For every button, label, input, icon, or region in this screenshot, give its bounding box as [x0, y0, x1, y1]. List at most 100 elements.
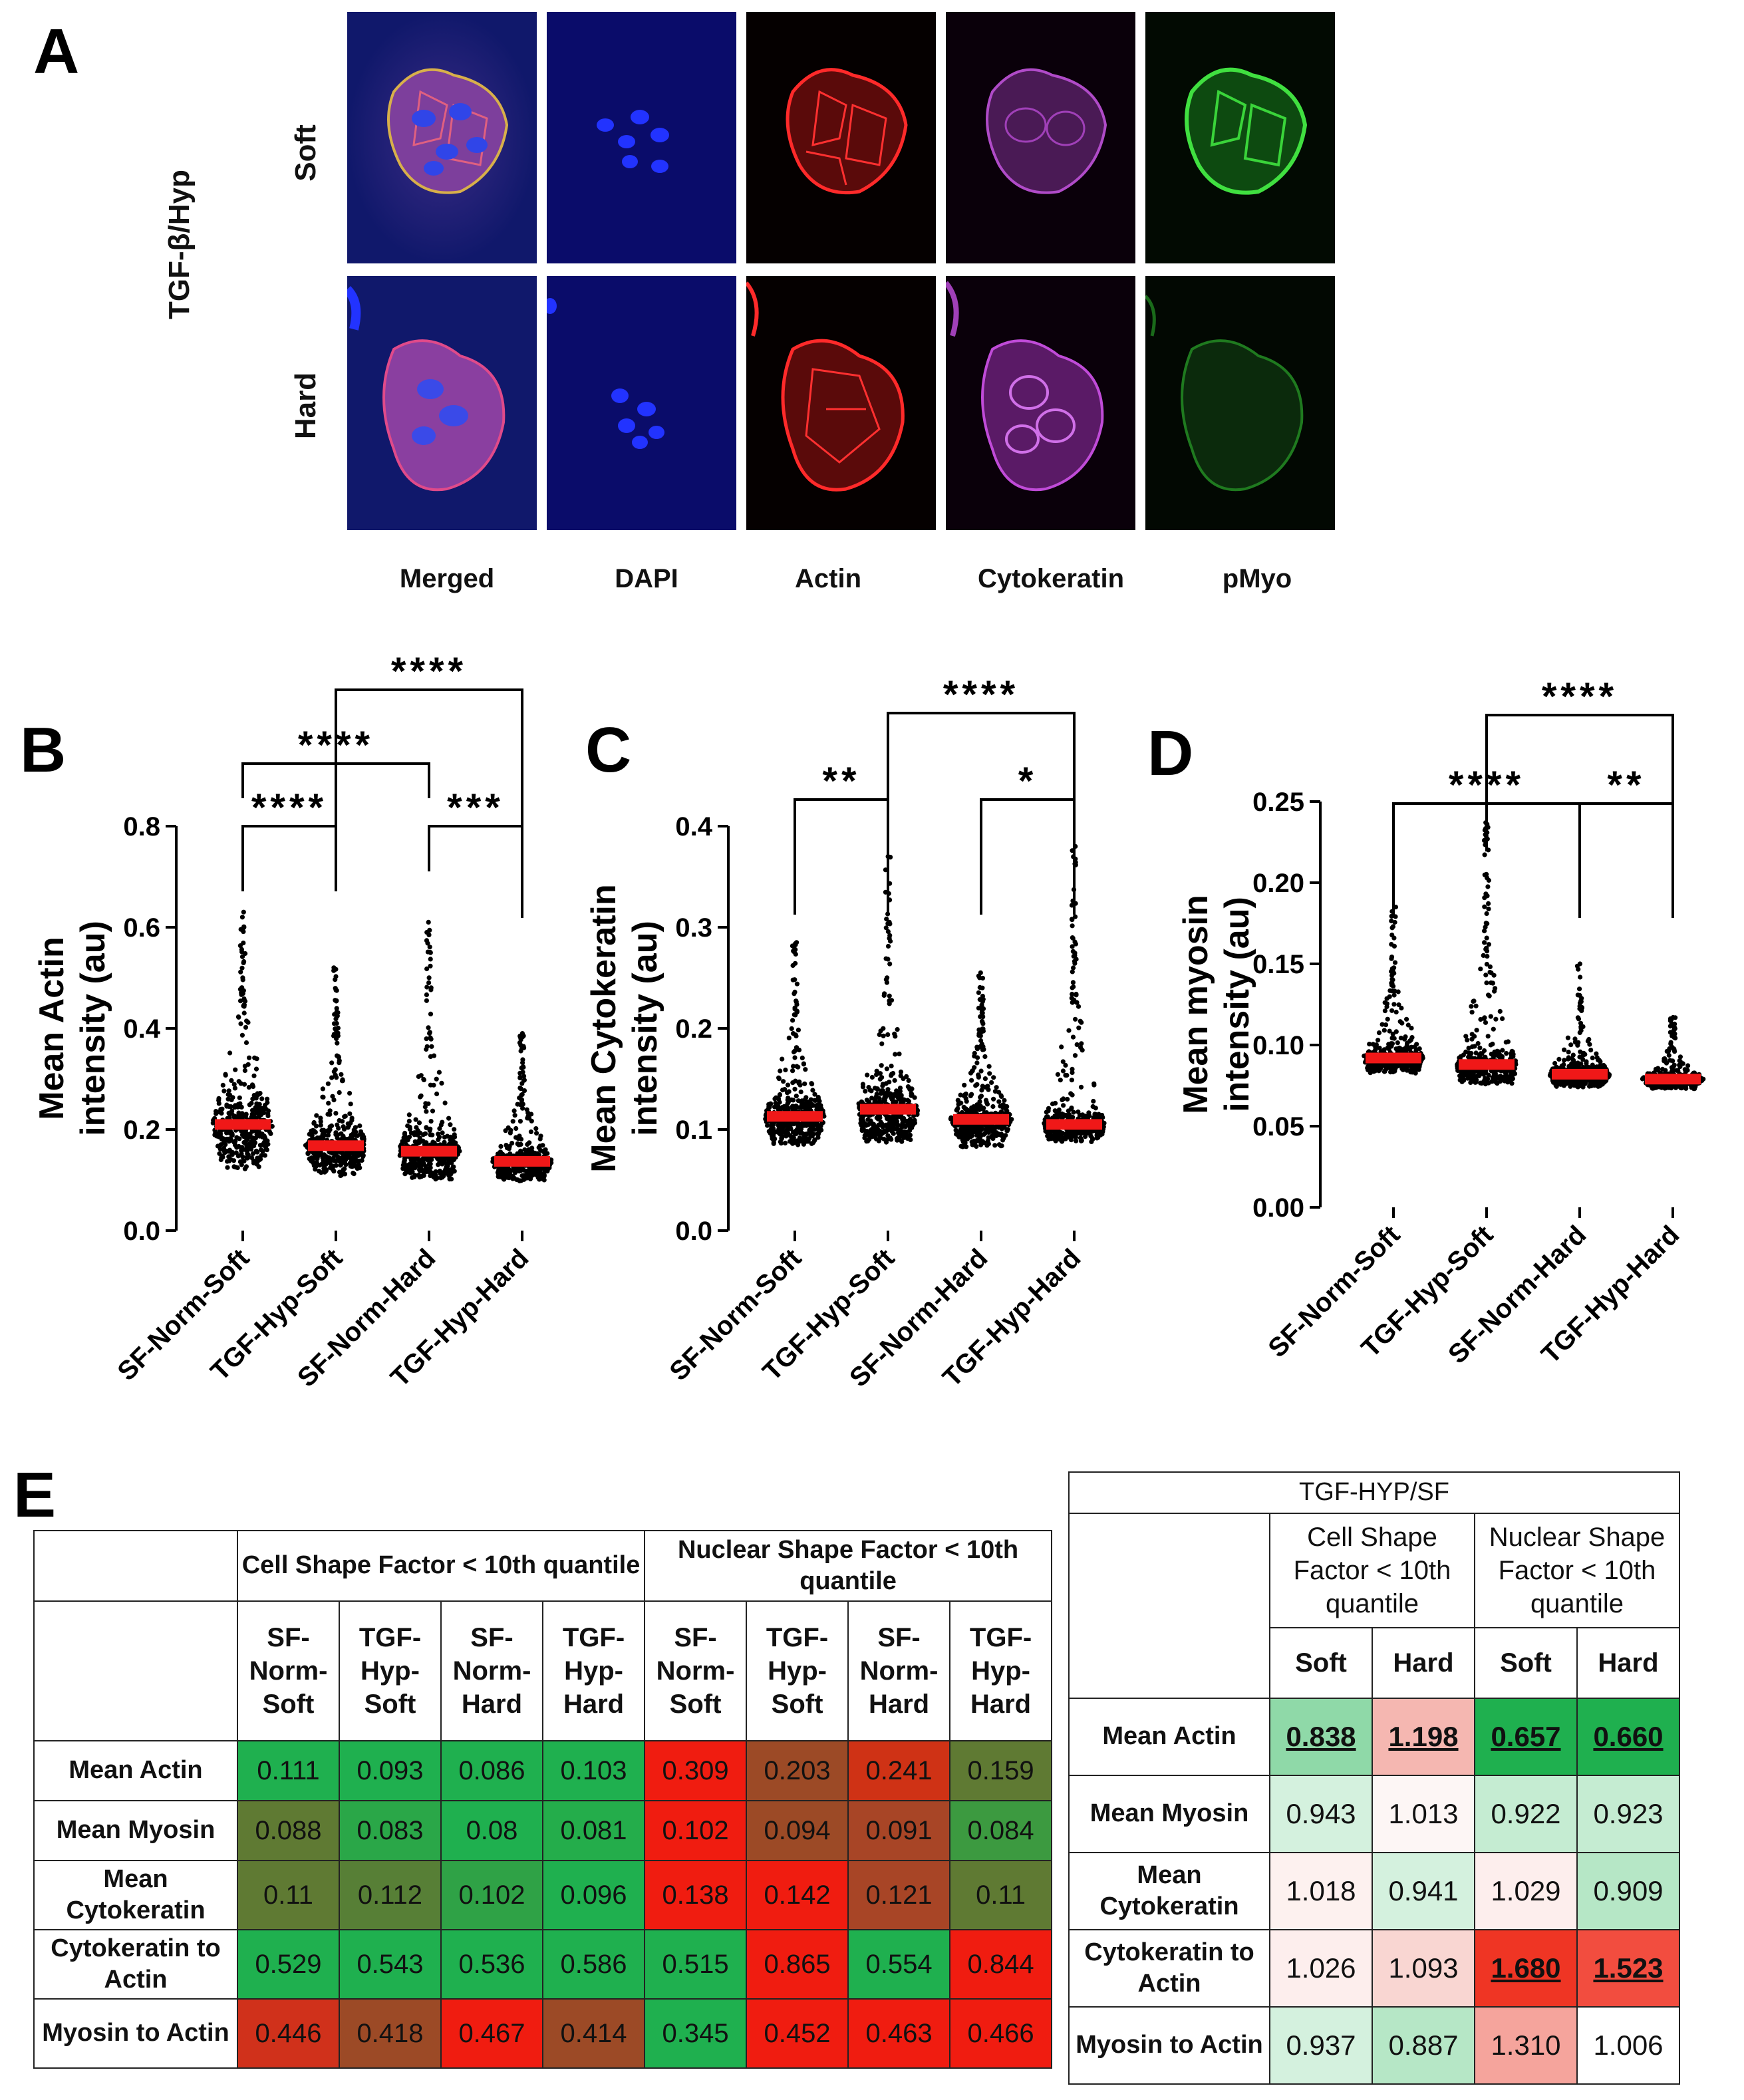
data-point [885, 1125, 890, 1131]
data-point [986, 1135, 991, 1140]
data-point [794, 981, 799, 986]
data-point [1484, 911, 1489, 917]
data-point [863, 1088, 868, 1094]
data-point [1089, 1139, 1094, 1144]
data-point [994, 1085, 999, 1090]
data-point [1483, 921, 1489, 926]
data-point [327, 1108, 333, 1114]
data-point [1409, 1026, 1414, 1031]
data-point [974, 1046, 980, 1052]
data-point [519, 1092, 525, 1097]
data-point [789, 1135, 794, 1141]
data-point [331, 1098, 337, 1103]
data-point [424, 1046, 429, 1052]
data-point [325, 1133, 331, 1138]
data-point [1381, 1028, 1387, 1033]
data-point [885, 1087, 891, 1092]
data-point [1482, 940, 1487, 945]
data-point [422, 1156, 428, 1161]
data-series-tgf-hyp-soft [1455, 820, 1519, 1087]
data-point [309, 1155, 315, 1161]
data-point [1077, 1112, 1082, 1118]
data-point [521, 1078, 527, 1083]
data-point [791, 1064, 796, 1069]
data-point [1063, 1072, 1068, 1078]
data-point [1068, 1091, 1074, 1096]
data-point [986, 1064, 992, 1069]
data-point [1402, 1066, 1407, 1072]
column-label-dapi: DAPI [615, 564, 678, 593]
data-point [400, 1162, 406, 1168]
data-point [317, 1168, 322, 1174]
data-point [771, 1126, 776, 1131]
data-point [1554, 1064, 1559, 1070]
data-point [778, 1139, 783, 1145]
data-point [325, 1081, 331, 1086]
data-point [892, 1031, 897, 1036]
data-point [986, 1129, 991, 1135]
data-point [512, 1167, 518, 1173]
data-point [1070, 985, 1075, 990]
panel-label-e: E [13, 1459, 57, 1531]
data-point [333, 1026, 338, 1032]
data-point [895, 1027, 900, 1032]
data-point [351, 1171, 357, 1177]
panel-label-a: A [33, 16, 80, 87]
data-point [1072, 961, 1078, 966]
data-point [322, 1132, 328, 1138]
data-point [1071, 965, 1076, 971]
data-point [801, 1062, 806, 1067]
data-point [1566, 1064, 1572, 1069]
data-point [1376, 1030, 1382, 1036]
data-point [498, 1149, 504, 1155]
data-point [243, 951, 248, 957]
data-point [1074, 1042, 1080, 1047]
significance-label: **** [943, 673, 1019, 716]
image-hard-cytokeratin [946, 276, 1135, 530]
data-point [869, 1074, 875, 1080]
data-point [874, 1072, 879, 1077]
data-point [976, 1031, 982, 1036]
data-point [416, 1138, 422, 1143]
data-point [1578, 1061, 1584, 1066]
data-point [520, 1060, 525, 1066]
data-point [1577, 1006, 1582, 1011]
data-point [361, 1134, 366, 1139]
data-point [1066, 1028, 1072, 1033]
data-point [241, 959, 247, 965]
data-point [510, 1176, 515, 1181]
data-point [538, 1147, 543, 1153]
data-point [1070, 1070, 1075, 1075]
data-point [974, 1128, 980, 1133]
data-point [777, 1092, 782, 1098]
data-point [1477, 1045, 1483, 1050]
data-point [782, 1140, 788, 1145]
data-point [795, 1127, 800, 1132]
data-point [220, 1154, 225, 1159]
data-point [1495, 1051, 1501, 1056]
data-point [1074, 1138, 1079, 1143]
data-point [228, 1104, 233, 1110]
data-point [768, 1130, 774, 1135]
row-label-soft: Soft [289, 124, 322, 182]
data-point [793, 1139, 798, 1145]
data-point [241, 1003, 246, 1008]
data-point [1376, 1038, 1381, 1043]
data-point [1391, 1002, 1397, 1007]
data-point [1577, 986, 1582, 992]
data-point [865, 1072, 870, 1078]
data-point [1068, 1137, 1074, 1143]
data-point [860, 1084, 866, 1090]
data-point [240, 991, 245, 996]
significance-label: *** [447, 786, 504, 829]
data-point [343, 1114, 348, 1119]
data-point [326, 1100, 331, 1106]
data-point [1384, 1001, 1389, 1006]
data-point [912, 1120, 918, 1125]
data-point [869, 1121, 875, 1126]
data-point [1575, 1015, 1580, 1020]
data-point [958, 1143, 964, 1149]
data-point [893, 1052, 898, 1057]
data-point [1482, 1015, 1487, 1020]
data-point [1471, 1073, 1476, 1078]
